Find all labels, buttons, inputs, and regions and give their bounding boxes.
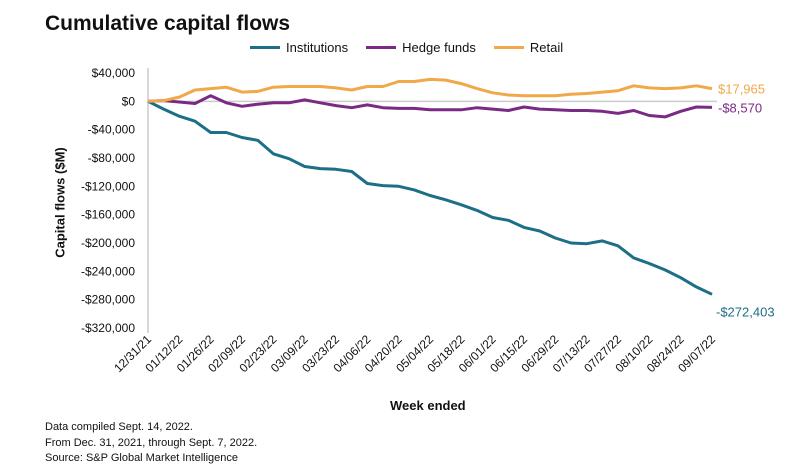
legend-item-retail: Retail bbox=[493, 40, 564, 55]
y-tick-label: -$200,000 bbox=[81, 236, 135, 250]
y-tick-label: -$280,000 bbox=[81, 293, 135, 307]
end-label-institutions: -$272,403 bbox=[716, 304, 775, 319]
legend-swatch bbox=[366, 46, 397, 49]
legend-label: Retail bbox=[529, 40, 564, 55]
series-line-institutions bbox=[147, 99, 713, 296]
y-tick-label: -$160,000 bbox=[81, 208, 135, 222]
y-tick-label: $0 bbox=[122, 94, 136, 108]
footnote-compiled: Data compiled Sept. 14, 2022. bbox=[45, 421, 193, 433]
legend-swatch bbox=[493, 46, 524, 49]
legend-label: Institutions bbox=[286, 40, 349, 55]
y-tick-label: -$240,000 bbox=[81, 264, 135, 278]
footnote-source: Source: S&P Global Market Intelligence bbox=[45, 452, 239, 464]
end-label-retail: $17,965 bbox=[718, 82, 765, 97]
y-tick-label: -$320,000 bbox=[81, 321, 135, 335]
y-tick-label: $40,000 bbox=[92, 66, 136, 80]
end-label-hedge-funds: -$8,570 bbox=[718, 100, 762, 115]
footnote-range: From Dec. 31, 2021, through Sept. 7, 202… bbox=[45, 437, 258, 449]
chart-title: Cumulative capital flows bbox=[45, 12, 291, 35]
y-tick-label: -$40,000 bbox=[88, 123, 136, 137]
legend-item-hedge-funds: Hedge funds bbox=[366, 40, 476, 55]
series-line-retail bbox=[147, 77, 713, 103]
y-tick-label: -$80,000 bbox=[88, 151, 136, 165]
series-line-hedge-funds bbox=[147, 94, 713, 119]
legend-swatch bbox=[250, 46, 280, 49]
legend-item-institutions: Institutions bbox=[250, 40, 348, 55]
x-axis-title: Week ended bbox=[390, 398, 466, 413]
legend: Institutions Hedge funds Retail bbox=[250, 40, 563, 55]
legend-label: Hedge funds bbox=[402, 40, 476, 55]
y-tick-label: -$120,000 bbox=[81, 179, 135, 193]
y-axis-title: Capital flows ($M) bbox=[52, 147, 68, 258]
